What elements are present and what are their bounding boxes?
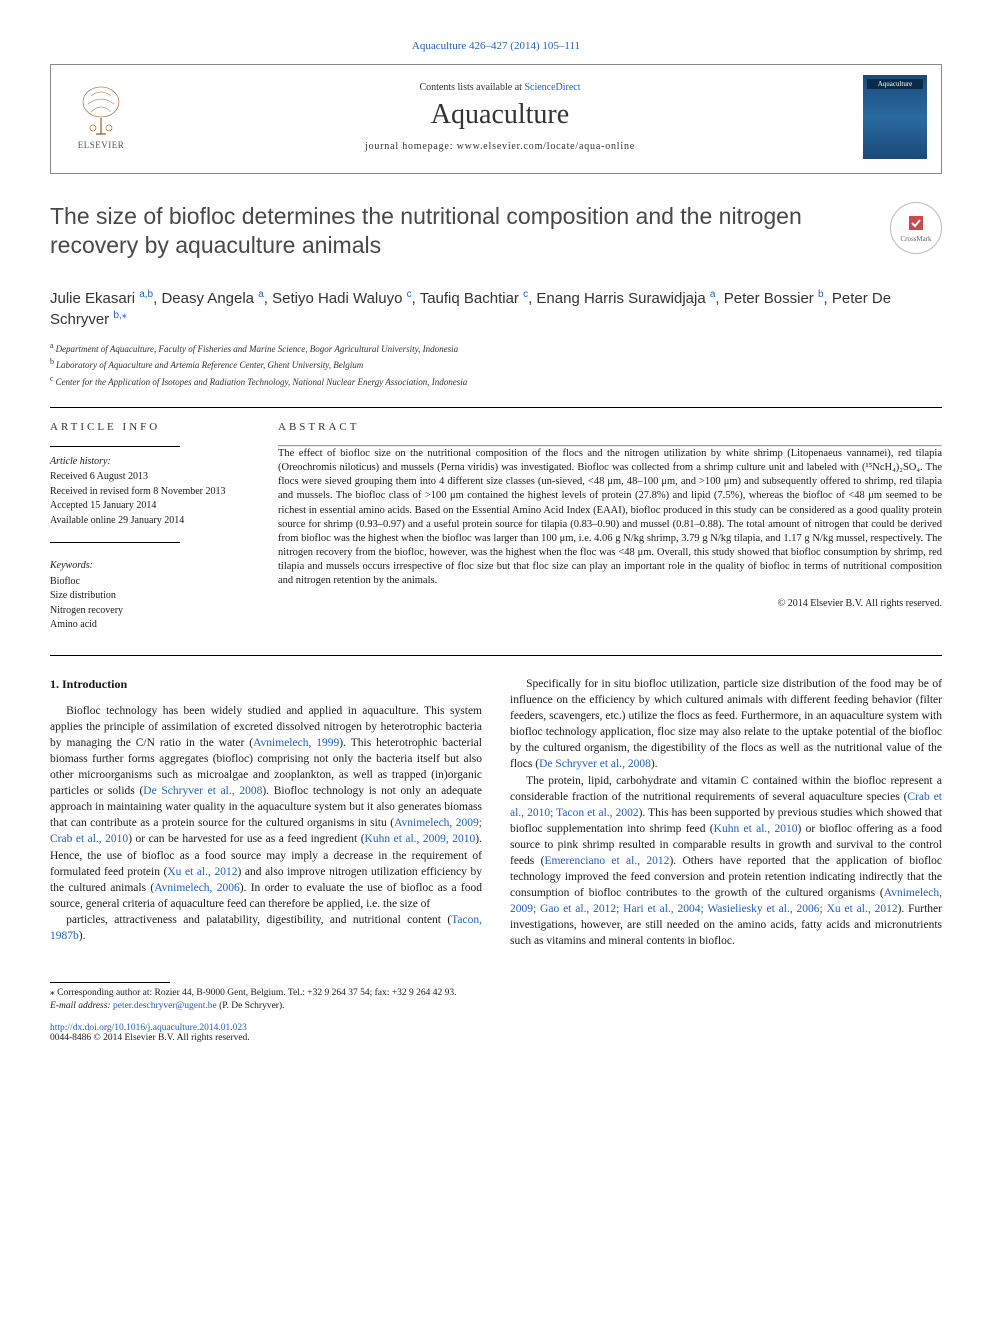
elsevier-tree-icon xyxy=(76,84,126,138)
homepage-url: www.elsevier.com/locate/aqua-online xyxy=(457,141,635,152)
author-name: Julie Ekasari xyxy=(50,290,139,307)
crossmark-icon xyxy=(906,213,926,233)
affiliation-line: a Department of Aquaculture, Faculty of … xyxy=(50,340,942,357)
author-name: Deasy Angela xyxy=(161,290,258,307)
keyword: Amino acid xyxy=(50,618,250,633)
corresponding-note: ⁎ Corresponding author at: Rozier 44, B-… xyxy=(50,987,482,1000)
crossmark-label: CrossMark xyxy=(900,235,931,243)
citation-link[interactable]: De Schryver et al., 2008 xyxy=(143,785,262,797)
affiliation-line: c Center for the Application of Isotopes… xyxy=(50,373,942,390)
journal-header: ELSEVIER Contents lists available at Sci… xyxy=(50,64,942,174)
copyright-line: © 2014 Elsevier B.V. All rights reserved… xyxy=(278,597,942,611)
top-citation: Aquaculture 426–427 (2014) 105–111 xyxy=(50,40,942,52)
corresponding-text: Corresponding author at: Rozier 44, B-90… xyxy=(57,988,456,998)
article-info-heading: ARTICLE INFO xyxy=(50,420,250,436)
abstract-text: The effect of biofloc size on the nutrit… xyxy=(278,447,942,589)
citation-link[interactable]: Crab et al., 2010; Tacon et al., 2002 xyxy=(510,791,942,819)
keyword: Biofloc xyxy=(50,575,250,590)
thin-divider xyxy=(50,542,180,543)
author-affil-sup[interactable]: a xyxy=(710,289,716,300)
section-heading: 1. Introduction xyxy=(50,676,482,693)
author-affil-sup[interactable]: a,b xyxy=(139,289,153,300)
author-affil-sup[interactable]: b xyxy=(818,289,824,300)
divider xyxy=(50,655,942,656)
history-line: Available online 29 January 2014 xyxy=(50,514,250,529)
citation-link[interactable]: Emerenciano et al., 2012 xyxy=(544,855,669,867)
citation-link[interactable]: Kuhn et al., 2010 xyxy=(714,823,798,835)
author-name: Peter Bossier xyxy=(724,290,818,307)
citation-link[interactable]: Avnimelech, 1999 xyxy=(253,737,339,749)
affiliation-line: b Laboratory of Aquaculture and Artemia … xyxy=(50,356,942,373)
contents-line: Contents lists available at ScienceDirec… xyxy=(137,82,863,93)
divider xyxy=(50,407,942,408)
email-label: E-mail address: xyxy=(50,1001,111,1011)
article-info-column: ARTICLE INFO Article history: Received 6… xyxy=(50,420,250,633)
history-lines: Received 6 August 2013Received in revise… xyxy=(50,470,250,528)
email-link[interactable]: peter.deschryver@ugent.be xyxy=(113,1001,217,1011)
keywords-lines: BioflocSize distributionNitrogen recover… xyxy=(50,575,250,633)
homepage-line: journal homepage: www.elsevier.com/locat… xyxy=(137,141,863,152)
affil-sup: a xyxy=(50,341,56,350)
corresponding-footer: ⁎ Corresponding author at: Rozier 44, B-… xyxy=(50,982,482,1014)
keywords-heading: Keywords: xyxy=(50,559,250,574)
body-paragraph: particles, attractiveness and palatabili… xyxy=(50,912,482,944)
publisher-logo: ELSEVIER xyxy=(65,76,137,158)
affil-sup: c xyxy=(50,374,56,383)
citation-link[interactable]: Xu et al., 2012 xyxy=(167,866,237,878)
article-title: The size of biofloc determines the nutri… xyxy=(50,202,874,260)
body-paragraph: Biofloc technology has been widely studi… xyxy=(50,703,482,912)
corresponding-star[interactable]: ⁎ xyxy=(122,310,127,321)
top-citation-link[interactable]: Aquaculture 426–427 (2014) 105–111 xyxy=(412,40,580,52)
affil-sup: b xyxy=(50,357,56,366)
homepage-prefix: journal homepage: xyxy=(365,141,457,152)
author-name: Setiyo Hadi Waluyo xyxy=(272,290,407,307)
publisher-name: ELSEVIER xyxy=(78,140,125,150)
keyword: Size distribution xyxy=(50,589,250,604)
keyword: Nitrogen recovery xyxy=(50,604,250,619)
footnote-rule xyxy=(50,982,170,983)
email-suffix: (P. De Schryver). xyxy=(219,1001,284,1011)
author-affil-sup[interactable]: b, xyxy=(113,310,121,321)
sciencedirect-link[interactable]: ScienceDirect xyxy=(524,82,580,93)
body-paragraph: Specifically for in situ biofloc utiliza… xyxy=(510,676,942,773)
citation-link[interactable]: Avnimelech, 2009; Gao et al., 2012; Hari… xyxy=(510,887,942,915)
crossmark-badge[interactable]: CrossMark xyxy=(890,202,942,254)
citation-link[interactable]: Avnimelech, 2006 xyxy=(154,882,240,894)
doi-link[interactable]: http://dx.doi.org/10.1016/j.aquaculture.… xyxy=(50,1023,247,1033)
journal-name: Aquaculture xyxy=(137,99,863,131)
citation-link[interactable]: Tacon, 1987b xyxy=(50,914,482,942)
body-paragraph: The protein, lipid, carbohydrate and vit… xyxy=(510,773,942,950)
author-name: Enang Harris Surawidjaja xyxy=(536,290,709,307)
abstract-column: ABSTRACT The effect of biofloc size on t… xyxy=(278,420,942,633)
history-line: Received 6 August 2013 xyxy=(50,470,250,485)
issn-line: 0044-8486 © 2014 Elsevier B.V. All right… xyxy=(50,1033,250,1043)
email-line: E-mail address: peter.deschryver@ugent.b… xyxy=(50,1000,482,1013)
thin-divider xyxy=(50,446,180,447)
affiliations: a Department of Aquaculture, Faculty of … xyxy=(50,340,942,390)
history-line: Accepted 15 January 2014 xyxy=(50,499,250,514)
history-line: Received in revised form 8 November 2013 xyxy=(50,485,250,500)
doi-block: http://dx.doi.org/10.1016/j.aquaculture.… xyxy=(50,1023,482,1043)
body-columns: 1. Introduction Biofloc technology has be… xyxy=(50,676,942,950)
history-heading: Article history: xyxy=(50,455,250,470)
authors-line: Julie Ekasari a,b, Deasy Angela a, Setiy… xyxy=(50,288,942,330)
author-affil-sup[interactable]: c xyxy=(407,289,412,300)
abstract-heading: ABSTRACT xyxy=(278,420,942,435)
citation-link[interactable]: De Schryver et al., 2008 xyxy=(539,758,651,770)
author-affil-sup[interactable]: c xyxy=(523,289,528,300)
author-name: Taufiq Bachtiar xyxy=(420,290,523,307)
journal-cover-thumb: Aquaculture xyxy=(863,75,927,159)
citation-link[interactable]: Kuhn et al., 2009, 2010 xyxy=(365,833,476,845)
contents-prefix: Contents lists available at xyxy=(419,82,524,93)
author-affil-sup[interactable]: a xyxy=(258,289,264,300)
cover-label: Aquaculture xyxy=(863,80,927,88)
